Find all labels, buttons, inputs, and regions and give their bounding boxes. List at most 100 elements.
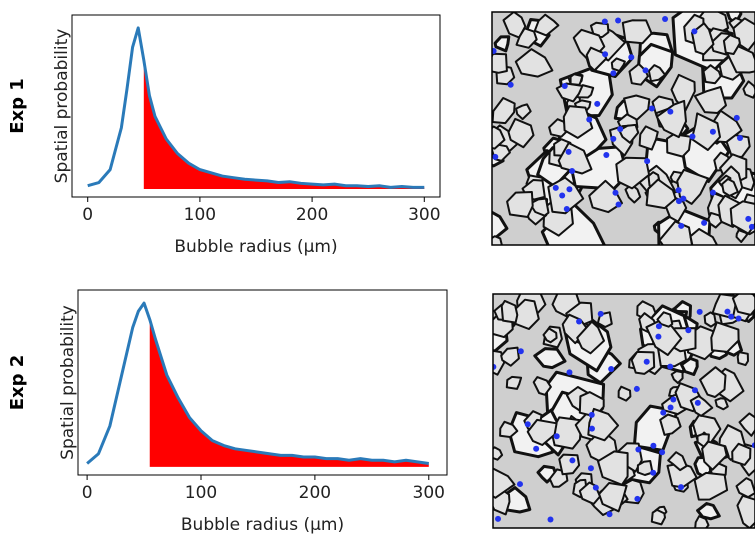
foam-image (493, 294, 755, 528)
bubble-marker (689, 133, 696, 140)
bubble-marker (569, 168, 576, 175)
bubble-marker (597, 310, 604, 317)
bubble (693, 86, 727, 114)
bubble (492, 97, 516, 125)
bubble-marker (603, 151, 610, 158)
bubble-marker (569, 457, 576, 464)
bubble-marker (565, 148, 572, 155)
x-axis-label: Bubble radius (µm) (181, 515, 344, 535)
bubble (729, 200, 755, 235)
bubble-marker (561, 82, 568, 89)
bubble-marker (655, 333, 662, 340)
x-tick-label: 200 (299, 483, 331, 503)
bubble (670, 370, 684, 384)
x-tick-label: 100 (185, 483, 217, 503)
bubble (506, 191, 534, 218)
bubble-marker (492, 153, 499, 160)
plot-frame (71, 14, 441, 198)
bubble-marker (635, 446, 642, 453)
bubble-marker (659, 449, 666, 456)
x-tick-label: 200 (296, 205, 328, 225)
bubble-marker (675, 187, 682, 194)
bubble-marker (667, 108, 674, 115)
bubble-marker (677, 484, 684, 491)
bubble-marker (648, 105, 655, 112)
bubble (690, 112, 721, 151)
bubble (703, 311, 717, 328)
bubble-marker (696, 308, 703, 315)
bubble (493, 446, 504, 461)
bubble (500, 346, 520, 367)
bubble-marker (594, 100, 601, 107)
bubble (713, 109, 743, 144)
bubble-marker (737, 135, 744, 142)
bubble-marker (634, 495, 641, 502)
bubble-marker (592, 484, 599, 491)
bubble-marker (552, 184, 559, 191)
plot-frame (77, 289, 448, 476)
image-frame (492, 293, 755, 529)
x-tick-label: 0 (82, 205, 93, 225)
bubble (694, 515, 710, 528)
filled-area (143, 60, 425, 189)
bubble-marker (660, 409, 667, 416)
bubble (735, 477, 755, 499)
bubble (569, 73, 584, 86)
bubble (505, 375, 523, 390)
bubble-marker (667, 363, 674, 370)
bubble-marker (694, 399, 701, 406)
bubble (659, 413, 682, 436)
bubble (492, 125, 506, 150)
bubble (738, 412, 755, 437)
bubble (587, 407, 620, 442)
bubble-marker (492, 47, 497, 54)
bubble (656, 311, 674, 328)
bubble (722, 34, 741, 55)
bubble-marker (566, 186, 573, 193)
bubble-marker (745, 215, 752, 222)
x-tick-label: 300 (408, 205, 440, 225)
bubble (514, 48, 554, 78)
bubble (714, 397, 729, 411)
bubble-marker (610, 70, 617, 77)
bubble (526, 418, 558, 446)
bubble-marker (533, 445, 540, 452)
x-tick-label: 0 (82, 483, 93, 503)
bubble (696, 502, 721, 521)
bubble (624, 183, 642, 204)
bubble (598, 482, 628, 513)
bubble (562, 105, 594, 139)
bubble-marker (633, 385, 640, 392)
bubble-marker (691, 28, 698, 35)
bubble (702, 64, 722, 85)
bubble (645, 317, 683, 356)
bubble (636, 460, 654, 476)
bubble-marker (642, 67, 649, 74)
bubble-marker (612, 189, 619, 196)
bubble-marker (601, 18, 608, 25)
bubble (667, 451, 688, 472)
bubble (499, 420, 519, 438)
bubble (533, 13, 560, 37)
bubble-marker (691, 387, 698, 394)
bubble (689, 228, 719, 245)
bubble-marker (493, 363, 497, 370)
y-axis-label: Spatial probability (58, 305, 78, 460)
row-label: Exp 2 (7, 355, 28, 411)
bubble (638, 125, 659, 151)
bubble-marker (735, 315, 742, 322)
bubble-marker (615, 17, 622, 24)
bubble (533, 347, 567, 370)
bubble-marker (709, 128, 716, 135)
bubble-marker (553, 433, 560, 440)
bubble (630, 350, 656, 375)
bubble-marker (516, 481, 523, 488)
bubble (693, 471, 729, 501)
bubble (515, 103, 532, 121)
bubble (658, 220, 693, 245)
bubble (610, 57, 626, 72)
bubble-marker (628, 54, 635, 61)
bubble-marker (733, 114, 740, 121)
bubble-marker (650, 469, 657, 476)
